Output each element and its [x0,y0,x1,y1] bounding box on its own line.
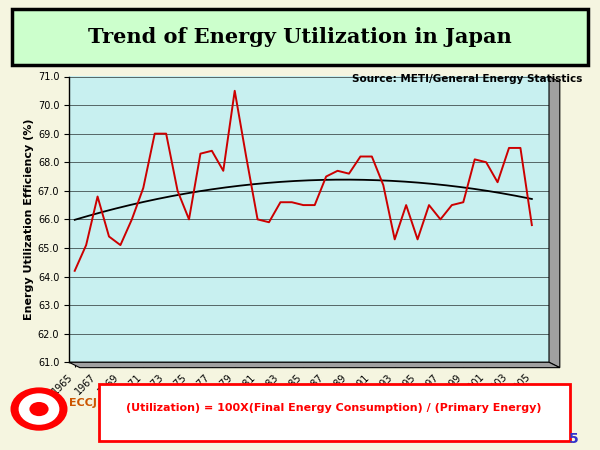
Text: 5: 5 [569,432,579,446]
X-axis label: Year: Year [293,399,325,412]
Text: Source: METI/General Energy Statistics: Source: METI/General Energy Statistics [352,74,582,84]
Text: (Utilization) = 100X(Final Energy Consumption) / (Primary Energy): (Utilization) = 100X(Final Energy Consum… [127,403,542,413]
Text: Trend of Energy Utilization in Japan: Trend of Energy Utilization in Japan [88,27,512,47]
FancyBboxPatch shape [12,9,588,65]
Ellipse shape [11,387,67,431]
Ellipse shape [29,402,49,416]
Text: ECCJ: ECCJ [69,398,97,408]
Y-axis label: Energy Utilization Efficiency (%): Energy Utilization Efficiency (%) [23,119,34,320]
FancyBboxPatch shape [99,384,570,441]
Ellipse shape [19,393,59,425]
